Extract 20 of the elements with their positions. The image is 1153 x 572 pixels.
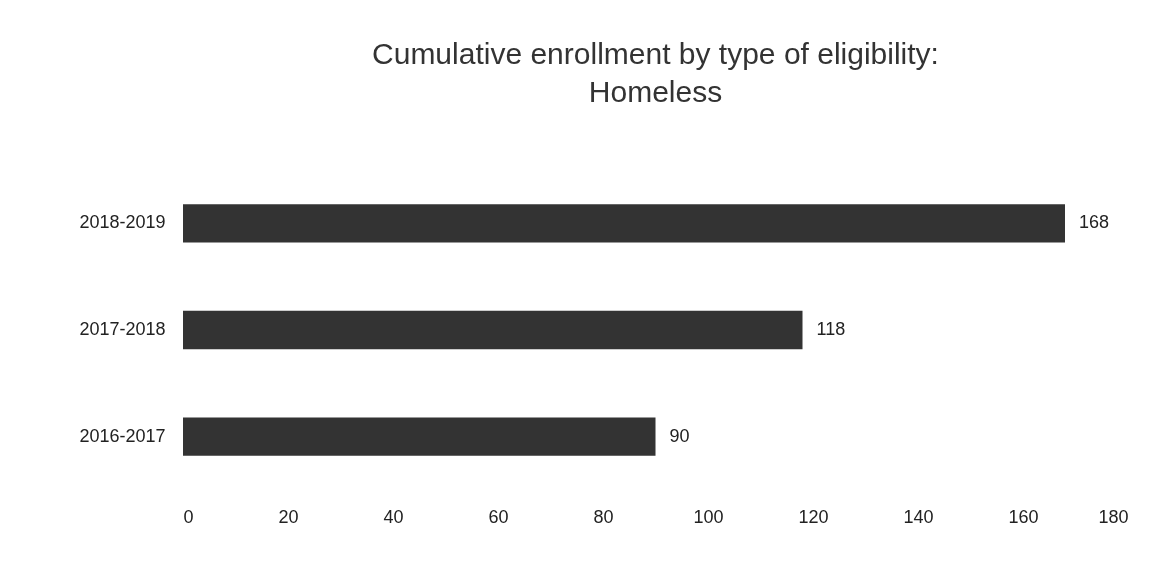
bar bbox=[183, 417, 656, 456]
x-tick-label: 120 bbox=[798, 506, 829, 527]
x-tick-label: 0 bbox=[183, 506, 194, 527]
data-label: 118 bbox=[816, 319, 846, 339]
data-label: 168 bbox=[1079, 212, 1110, 233]
bar bbox=[183, 310, 803, 350]
x-tick-label: 180 bbox=[1098, 506, 1129, 527]
y-tick-label: 2017-2018 bbox=[79, 319, 166, 339]
x-tick-label: 60 bbox=[488, 506, 509, 527]
bar bbox=[183, 204, 1065, 243]
x-tick-label: 160 bbox=[1008, 506, 1039, 527]
y-tick-label: 2018-2019 bbox=[79, 212, 166, 233]
x-tick-label: 40 bbox=[383, 506, 404, 527]
x-tick-label: 20 bbox=[278, 506, 299, 527]
y-tick-label: 2016-2017 bbox=[79, 425, 166, 446]
x-tick-label: 140 bbox=[903, 506, 934, 527]
x-tick-label: 80 bbox=[593, 506, 614, 527]
chart-title: Cumulative enrollment by type of eligibility: Homeless bbox=[372, 37, 939, 108]
data-label: 90 bbox=[669, 425, 690, 446]
x-tick-label: 100 bbox=[693, 506, 724, 527]
